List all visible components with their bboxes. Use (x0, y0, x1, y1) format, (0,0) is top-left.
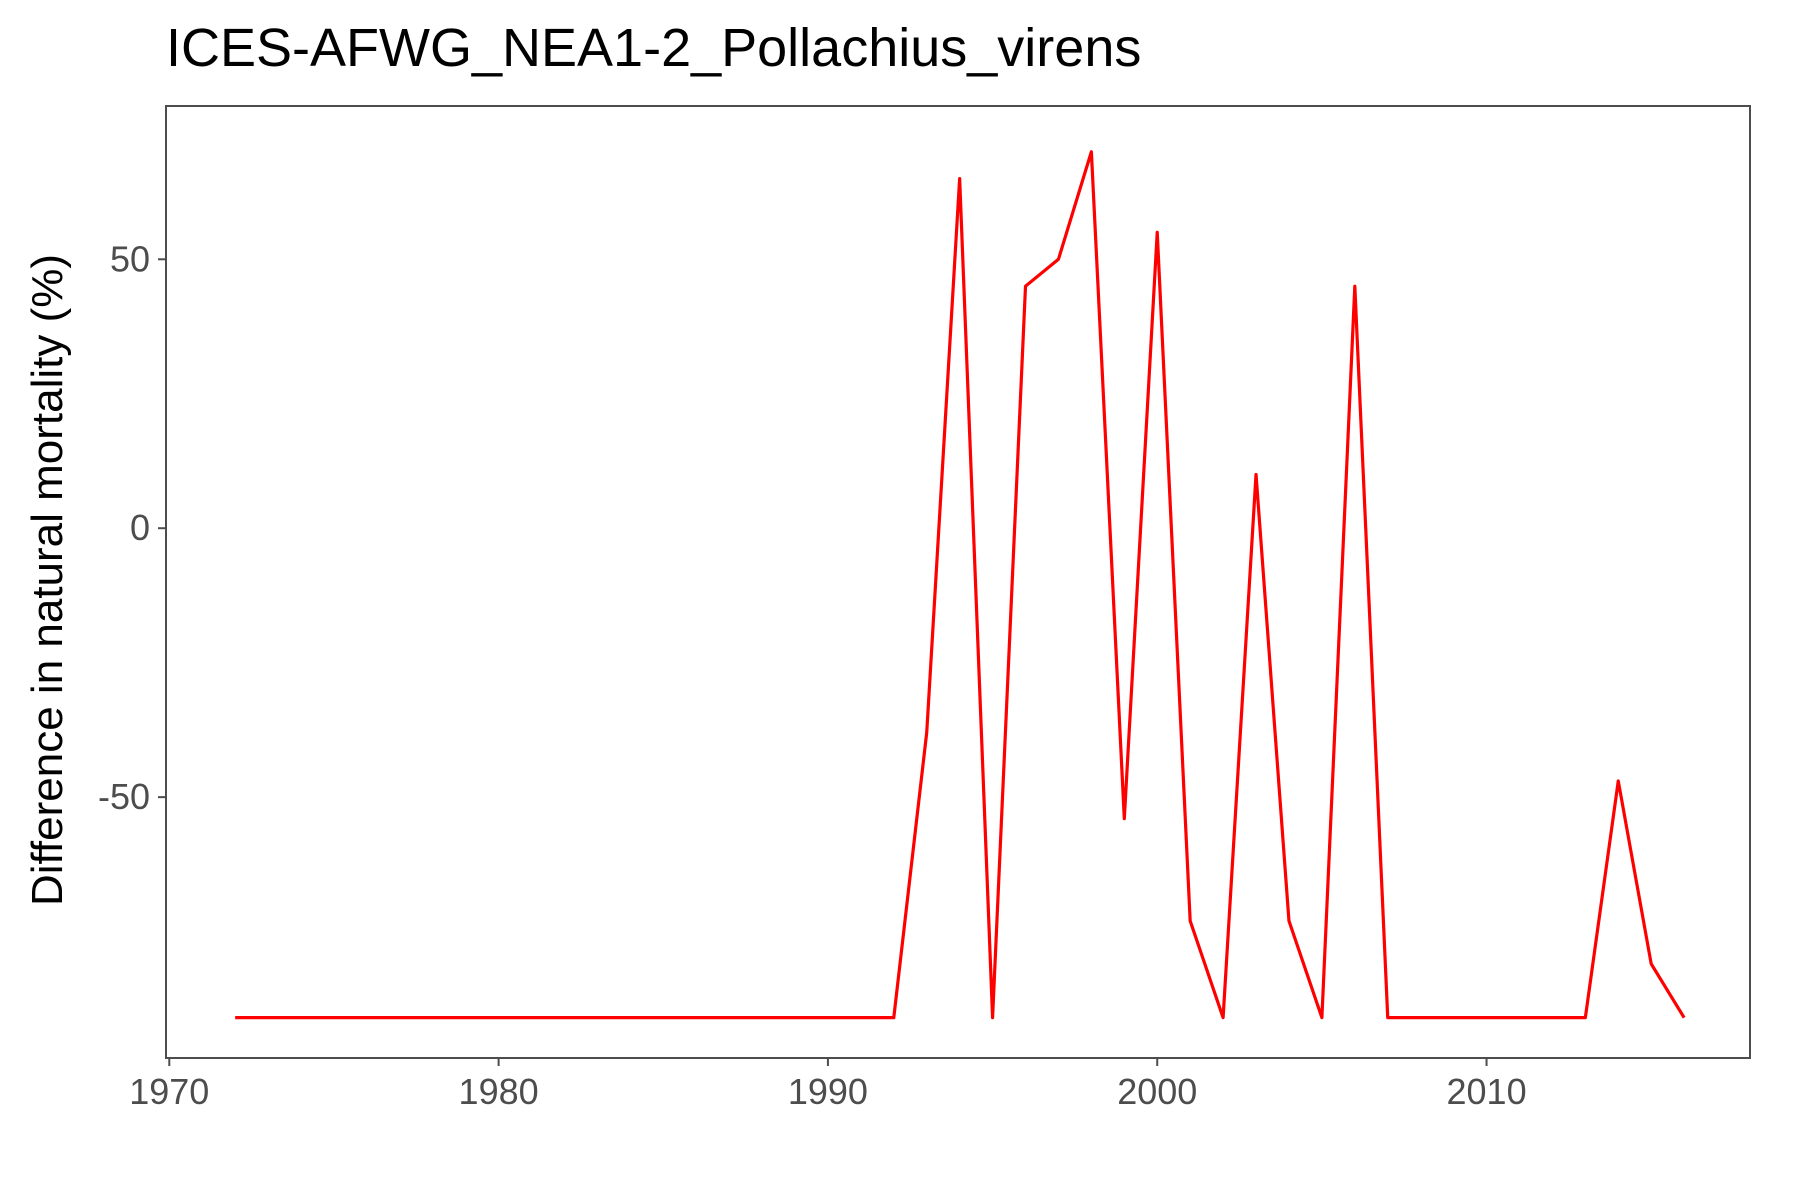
x-tick-label: 1980 (459, 1071, 539, 1112)
x-tick-label: 1990 (788, 1071, 868, 1112)
y-tick-label: 50 (110, 238, 150, 279)
plot-border (165, 105, 1751, 1059)
x-tick-label: 2000 (1117, 1071, 1197, 1112)
y-tick-label: 0 (130, 507, 150, 548)
y-tick-label: -50 (98, 776, 150, 817)
plot-area: -50 0 50 1970 1980 1990 2000 2010 (98, 105, 1751, 1112)
y-axis-label: Difference in natural mortality (%) (23, 254, 72, 906)
x-tick-label: 2010 (1447, 1071, 1527, 1112)
chart-title: ICES-AFWG_NEA1-2_Pollachius_virens (166, 18, 1141, 78)
x-tick-label: 1970 (129, 1071, 209, 1112)
series-line (235, 150, 1686, 1020)
